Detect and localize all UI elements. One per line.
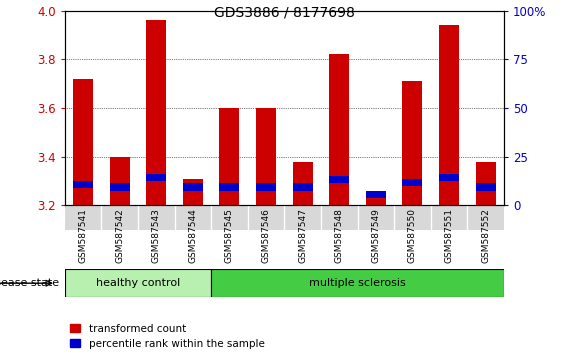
- Bar: [293, 183, 312, 191]
- Bar: [65, 269, 211, 297]
- Bar: [220, 108, 239, 205]
- Bar: [439, 174, 459, 181]
- Text: disease state: disease state: [0, 278, 59, 288]
- Bar: [403, 81, 422, 205]
- Bar: [366, 195, 386, 205]
- Bar: [358, 205, 394, 230]
- Bar: [476, 161, 495, 205]
- Bar: [146, 174, 166, 181]
- Bar: [110, 183, 129, 191]
- Bar: [175, 205, 211, 230]
- Bar: [146, 20, 166, 205]
- Bar: [256, 183, 276, 191]
- Bar: [73, 181, 93, 188]
- Text: GDS3886 / 8177698: GDS3886 / 8177698: [214, 5, 355, 19]
- Legend: transformed count, percentile rank within the sample: transformed count, percentile rank withi…: [70, 324, 265, 349]
- Bar: [256, 108, 276, 205]
- Bar: [366, 191, 386, 198]
- Bar: [101, 205, 138, 230]
- Bar: [439, 25, 459, 205]
- Bar: [403, 178, 422, 186]
- Bar: [183, 178, 203, 205]
- Bar: [394, 205, 431, 230]
- Bar: [329, 176, 349, 183]
- Bar: [476, 183, 495, 191]
- Text: multiple sclerosis: multiple sclerosis: [309, 278, 406, 288]
- Text: healthy control: healthy control: [96, 278, 180, 288]
- Bar: [431, 205, 467, 230]
- Bar: [211, 269, 504, 297]
- Bar: [110, 156, 129, 205]
- Bar: [183, 183, 203, 191]
- Bar: [329, 55, 349, 205]
- Bar: [73, 79, 93, 205]
- Bar: [211, 205, 248, 230]
- Bar: [467, 205, 504, 230]
- Bar: [138, 205, 175, 230]
- Bar: [293, 161, 312, 205]
- Bar: [65, 205, 101, 230]
- Bar: [220, 183, 239, 191]
- Bar: [248, 205, 284, 230]
- Bar: [284, 205, 321, 230]
- Bar: [321, 205, 358, 230]
